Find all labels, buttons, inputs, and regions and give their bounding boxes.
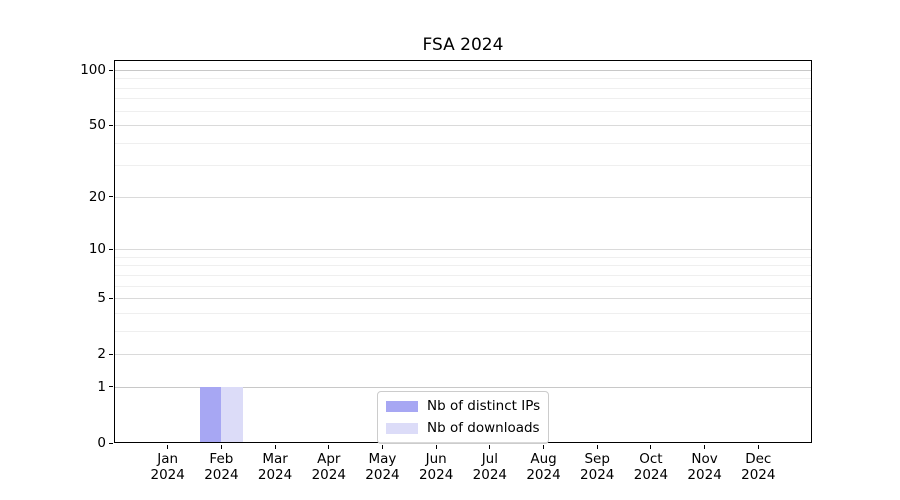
x-tick-mark — [220, 444, 222, 449]
legend-swatch-distinct-ips — [386, 401, 418, 412]
minor-gridline — [114, 78, 812, 80]
x-tick-mark — [328, 444, 330, 449]
y-tick-mark — [108, 442, 113, 444]
x-tick-label: Jan 2024 — [150, 451, 185, 483]
x-tick-label: Oct 2024 — [633, 451, 669, 483]
x-tick-mark — [543, 444, 545, 449]
minor-gridline — [114, 256, 812, 258]
x-tick-label: Sep 2024 — [580, 451, 615, 483]
minor-gridline — [114, 87, 812, 89]
minor-gridline — [114, 142, 812, 144]
x-tick-label: Dec 2024 — [741, 451, 776, 483]
y-tick-label: 10 — [88, 241, 106, 258]
legend-swatch-downloads — [386, 423, 418, 434]
x-tick-mark — [381, 444, 383, 449]
y-tick-mark — [108, 353, 113, 355]
y-tick-mark — [108, 124, 113, 126]
minor-gridline — [114, 274, 812, 276]
x-tick-label: Apr 2024 — [311, 451, 346, 483]
x-tick-label: Aug 2024 — [526, 451, 561, 483]
major-gridline — [114, 249, 812, 251]
y-tick-label: 0 — [97, 435, 106, 451]
y-tick-mark — [108, 386, 113, 388]
y-tick-label: 2 — [97, 346, 106, 363]
x-tick-label: Jun 2024 — [418, 451, 454, 483]
x-tick-mark — [704, 444, 706, 449]
x-tick-mark — [274, 444, 276, 449]
x-tick-mark — [489, 444, 491, 449]
plot-frame — [114, 60, 812, 443]
minor-gridline — [114, 285, 812, 287]
legend-item-downloads: Nb of downloads — [386, 419, 540, 438]
bar-feb-2024 — [199, 386, 222, 443]
x-tick-mark — [757, 444, 759, 449]
chart-title: FSA 2024 — [422, 35, 504, 55]
x-tick-label: Jul 2024 — [472, 451, 508, 483]
x-tick-mark — [596, 444, 598, 449]
legend-item-distinct-ips: Nb of distinct IPs — [386, 397, 540, 416]
legend-label-distinct-ips: Nb of distinct IPs — [427, 398, 541, 414]
x-tick-label: May 2024 — [365, 451, 400, 483]
x-tick-mark — [650, 444, 652, 449]
y-tick-label: 50 — [88, 117, 106, 134]
major-gridline — [114, 70, 812, 71]
y-tick-mark — [108, 196, 113, 198]
major-gridline — [114, 386, 812, 388]
minor-gridline — [114, 312, 812, 314]
minor-gridline — [114, 265, 812, 267]
y-tick-mark — [108, 69, 113, 71]
minor-gridline — [114, 330, 812, 332]
y-tick-label: 100 — [80, 62, 106, 78]
major-gridline — [114, 125, 812, 127]
plot-area — [114, 60, 812, 443]
x-tick-label: Feb 2024 — [204, 451, 239, 483]
major-gridline — [114, 354, 812, 356]
major-gridline — [114, 196, 812, 198]
y-tick-mark — [108, 297, 113, 299]
x-tick-mark — [167, 444, 169, 449]
major-gridline — [114, 298, 812, 300]
y-tick-label: 1 — [97, 378, 106, 395]
x-tick-mark — [435, 444, 437, 449]
bar-feb-2024 — [221, 386, 243, 443]
x-tick-label: Nov 2024 — [687, 451, 722, 483]
x-tick-label: Mar 2024 — [257, 451, 293, 483]
y-tick-mark — [108, 248, 113, 250]
minor-gridline — [114, 165, 812, 167]
legend-label-downloads: Nb of downloads — [427, 420, 540, 436]
minor-gridline — [114, 110, 812, 112]
legend: Nb of distinct IPs Nb of downloads — [377, 391, 550, 444]
y-tick-label: 5 — [97, 290, 106, 307]
y-tick-label: 20 — [88, 188, 106, 205]
minor-gridline — [114, 98, 812, 100]
